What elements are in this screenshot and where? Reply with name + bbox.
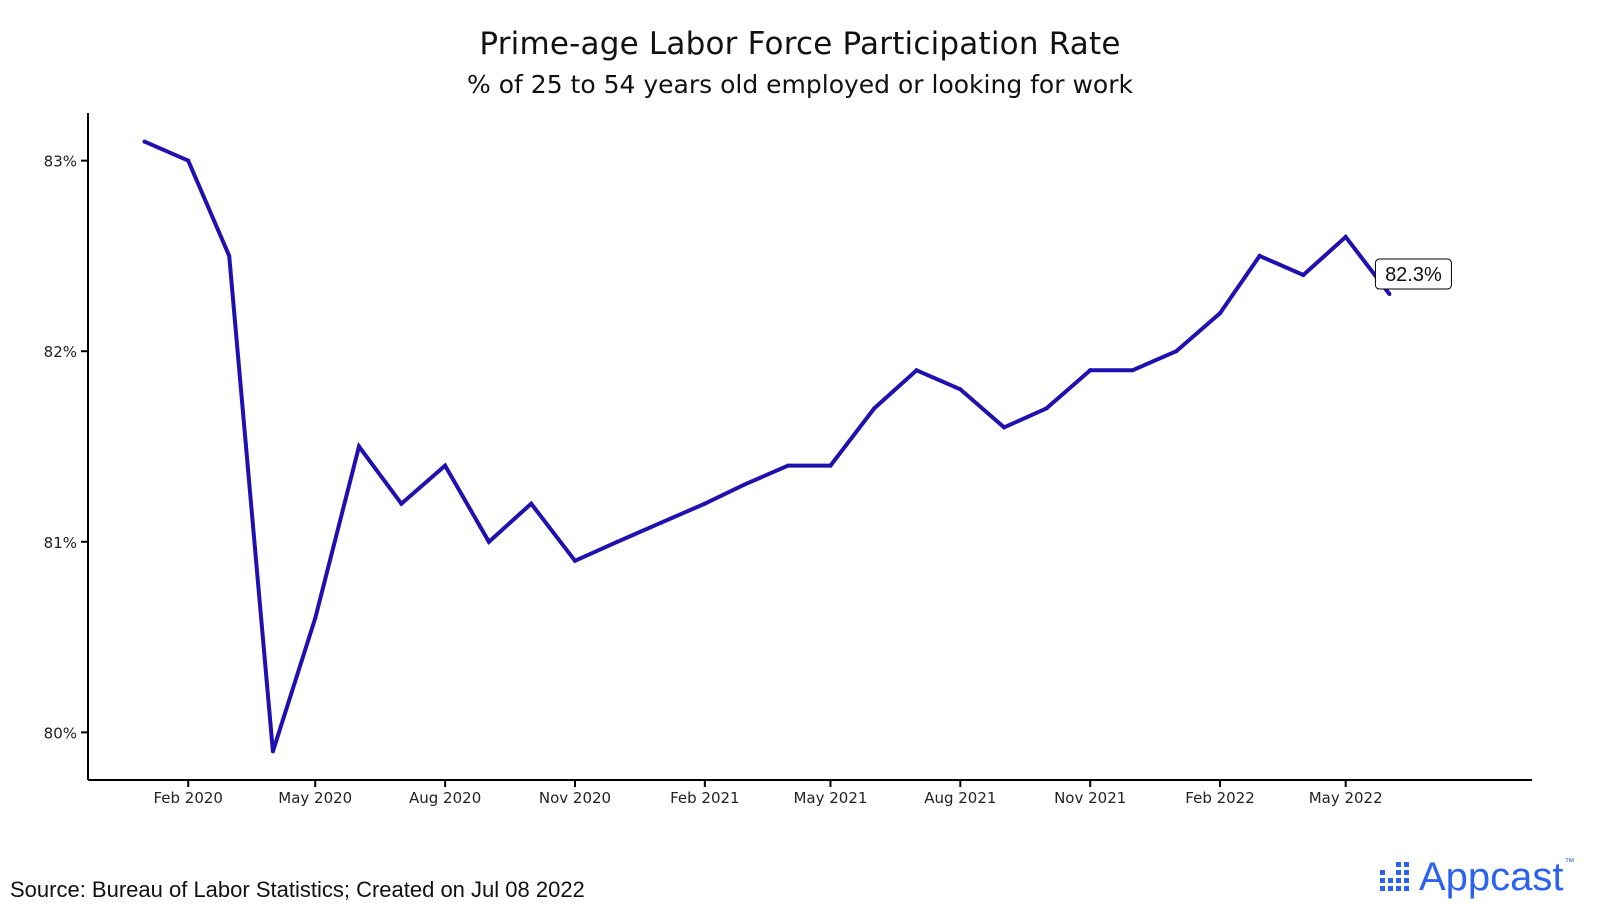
data-point: [786, 463, 791, 468]
chart-title: Prime-age Labor Force Participation Rate: [479, 26, 1121, 62]
line-chart: 80% 81% 82% 83% Feb 2020 May 2020 Aug 2020 Nov …: [44, 113, 1532, 807]
data-point: [1130, 368, 1135, 373]
x-tick-label: Nov 2020: [539, 789, 611, 807]
tick-marks: 80% 81% 82% 83% Feb 2020 May 2020 Aug 2020 Nov …: [44, 153, 1383, 807]
data-point: [227, 253, 232, 258]
data-point: [615, 539, 620, 544]
x-tick-label: Aug 2021: [924, 789, 996, 807]
series-layer: [142, 139, 1392, 754]
data-point: [270, 749, 275, 754]
data-point: [1218, 311, 1223, 316]
appcast-logo: Appcast ™: [1380, 855, 1575, 899]
value-label-box: [1374, 258, 1452, 290]
data-point: [313, 616, 318, 620]
x-tick-label: Nov 2021: [1054, 789, 1126, 807]
trademark-symbol: ™: [1564, 857, 1575, 868]
data-point: [702, 501, 707, 506]
data-point: [872, 406, 877, 411]
data-point: [1387, 292, 1392, 296]
value-label: 82.3%: [1385, 264, 1442, 286]
axes: [87, 113, 1532, 781]
y-tick-label: 82%: [44, 343, 77, 361]
data-point: [742, 482, 747, 487]
data-point: [1343, 234, 1348, 239]
data-point: [1044, 406, 1049, 411]
x-tick-label: May 2021: [793, 789, 867, 807]
chart-subtitle: % of 25 to 54 years old employed or look…: [467, 70, 1133, 99]
data-point: [914, 368, 919, 373]
data-point: [142, 139, 147, 144]
data-point: [443, 463, 448, 468]
series-line: [143, 139, 1391, 753]
data-point: [357, 444, 361, 449]
x-tick-label: Feb 2021: [670, 789, 740, 807]
x-tick-label: May 2022: [1309, 789, 1383, 807]
annotation-layer: 82.3%: [1374, 258, 1452, 290]
data-point: [1088, 368, 1093, 373]
x-tick-label: Feb 2020: [153, 789, 223, 807]
data-point: [573, 558, 577, 563]
data-point: [659, 520, 664, 525]
x-tick-label: Feb 2022: [1185, 789, 1255, 807]
data-point: [529, 501, 534, 506]
data-point: [1301, 273, 1306, 277]
data-point: [1257, 253, 1262, 258]
data-point: [958, 387, 963, 392]
data-point: [1174, 349, 1179, 354]
data-point: [486, 539, 491, 544]
x-tick-label: May 2020: [278, 789, 352, 807]
y-tick-label: 80%: [44, 724, 77, 742]
x-tick-label: Aug 2020: [409, 789, 481, 807]
appcast-wordmark: Appcast: [1419, 855, 1564, 899]
appcast-logo-icon: [1380, 862, 1410, 892]
y-tick-label: 81%: [44, 534, 77, 552]
data-point: [828, 463, 833, 468]
data-point: [1002, 425, 1007, 430]
data-point: [399, 501, 404, 506]
data-point: [186, 158, 191, 163]
source-note: Source: Bureau of Labor Statistics; Crea…: [10, 877, 585, 902]
y-tick-label: 83%: [44, 153, 77, 171]
